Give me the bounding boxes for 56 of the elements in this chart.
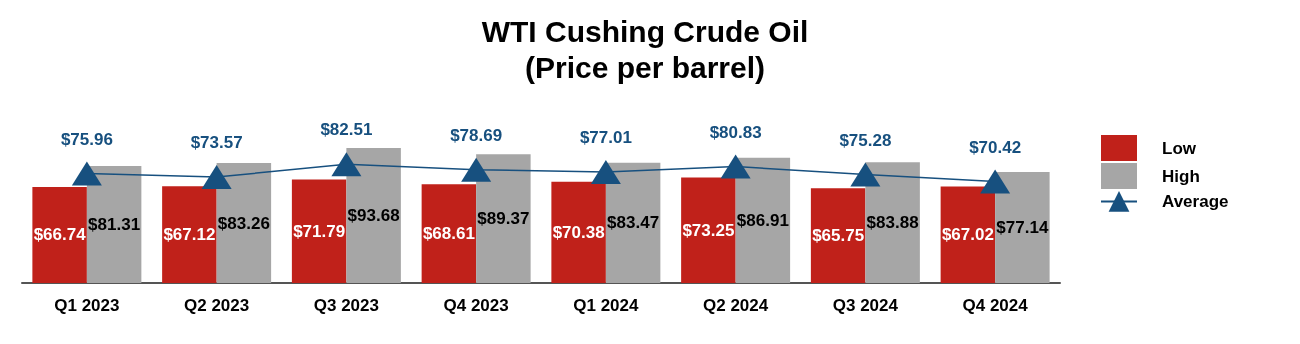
data-label: $80.83 xyxy=(709,122,762,142)
data-label: $75.28 xyxy=(839,130,892,150)
data-label: $83.47 xyxy=(607,213,660,233)
data-label: $70.42 xyxy=(969,137,1022,157)
data-label: $78.69 xyxy=(450,125,503,145)
x-tick-label: Q4 2023 xyxy=(443,296,509,315)
x-tick-label: Q4 2024 xyxy=(962,296,1029,315)
point xyxy=(850,162,881,187)
x-tick-label: Q1 2023 xyxy=(54,296,120,315)
x-tick-label: Q2 2024 xyxy=(703,296,769,315)
data-label: $67.12 xyxy=(163,225,216,245)
data-label: $83.26 xyxy=(217,213,270,233)
x-tick-label: Q3 2023 xyxy=(313,296,379,315)
bar xyxy=(995,171,1050,283)
data-label: $86.91 xyxy=(736,210,789,230)
data-label: $77.01 xyxy=(579,128,632,148)
legend-label: High xyxy=(1162,166,1200,186)
bar xyxy=(162,186,217,283)
legend-label: Average xyxy=(1162,191,1229,211)
point xyxy=(590,160,621,185)
data-label: $93.68 xyxy=(347,206,400,226)
point xyxy=(331,152,362,177)
bar xyxy=(940,186,996,283)
x-tick-label: Q2 2023 xyxy=(184,296,250,315)
data-label: $66.74 xyxy=(33,225,87,245)
data-label: $73.25 xyxy=(682,220,735,240)
bar xyxy=(421,184,477,283)
point xyxy=(720,154,751,179)
point xyxy=(461,157,492,182)
data-label: $67.02 xyxy=(941,225,994,245)
point xyxy=(980,169,1011,194)
data-label: $70.38 xyxy=(552,222,605,242)
data-label: $65.75 xyxy=(812,226,865,246)
point xyxy=(201,165,232,190)
bar xyxy=(865,162,920,283)
bar xyxy=(346,148,401,283)
bar xyxy=(551,181,606,283)
data-label: $77.14 xyxy=(996,217,1049,237)
bar xyxy=(810,188,866,283)
bar xyxy=(291,179,347,283)
x-tick-label: Q3 2024 xyxy=(832,296,899,315)
data-label: $73.57 xyxy=(190,133,243,153)
data-label: $75.96 xyxy=(60,129,113,149)
bar xyxy=(681,177,736,283)
legend-label: Low xyxy=(1162,138,1197,158)
bar xyxy=(476,154,531,283)
chart-title: WTI Cushing Crude Oil (Price per barrel) xyxy=(481,14,809,84)
data-label: $71.79 xyxy=(293,221,346,241)
data-label: $82.51 xyxy=(320,120,373,140)
bar xyxy=(32,186,87,283)
x-tick-label: Q1 2024 xyxy=(573,296,640,315)
data-label: $81.31 xyxy=(88,214,141,234)
data-label: $89.37 xyxy=(477,209,530,229)
data-label: $68.61 xyxy=(422,224,475,244)
data-label: $83.88 xyxy=(866,213,919,233)
point xyxy=(71,161,102,186)
